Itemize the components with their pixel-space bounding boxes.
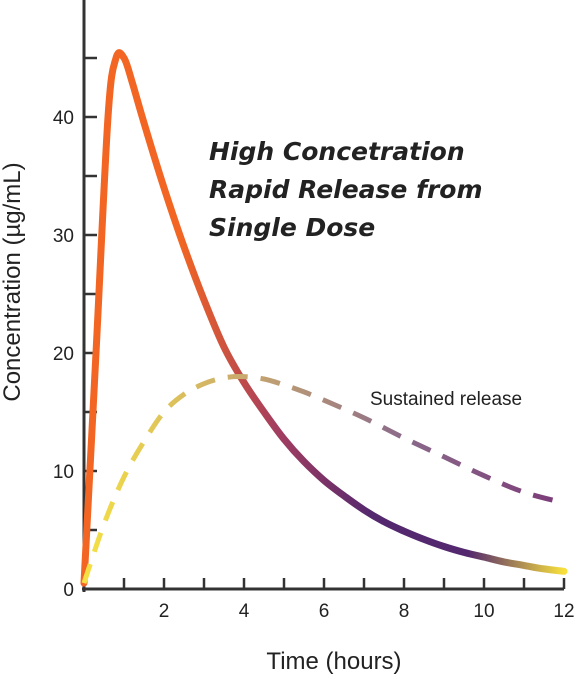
y-axis-title: Concentration (µg/mL) [0, 162, 26, 401]
series-layer [80, 49, 568, 587]
single-dose-annotation-line: High Concetration [209, 137, 465, 166]
x-tick-label: 2 [159, 601, 170, 622]
single-dose-annotation-line: Single Dose [209, 213, 375, 242]
labels-layer: 0 10 20 30 40 2 4 6 8 10 12 Time (hours) Concentrati… [0, 108, 575, 675]
x-axis-title: Time (hours) [266, 648, 401, 675]
y-tick-label: 20 [53, 344, 74, 365]
sustained-release-line [81, 374, 565, 584]
x-tick-label: 6 [319, 601, 330, 622]
sustained-release-annotation: Sustained release [370, 389, 522, 410]
single-dose-annotation: High Concetration Rapid Release from Singl… [209, 137, 483, 242]
y-tick-label: 30 [53, 226, 74, 247]
x-tick-label: 8 [399, 601, 410, 622]
y-tick-label: 10 [53, 462, 74, 483]
x-tick-label: 12 [553, 601, 574, 622]
x-tick-label: 10 [473, 601, 494, 622]
single-dose-annotation-line: Rapid Release from [209, 175, 483, 204]
axes [82, 0, 566, 592]
y-tick-label: 40 [53, 108, 74, 129]
y-tick-label: 0 [63, 580, 74, 601]
single-dose-line [80, 49, 568, 587]
x-tick-label: 4 [239, 601, 250, 622]
